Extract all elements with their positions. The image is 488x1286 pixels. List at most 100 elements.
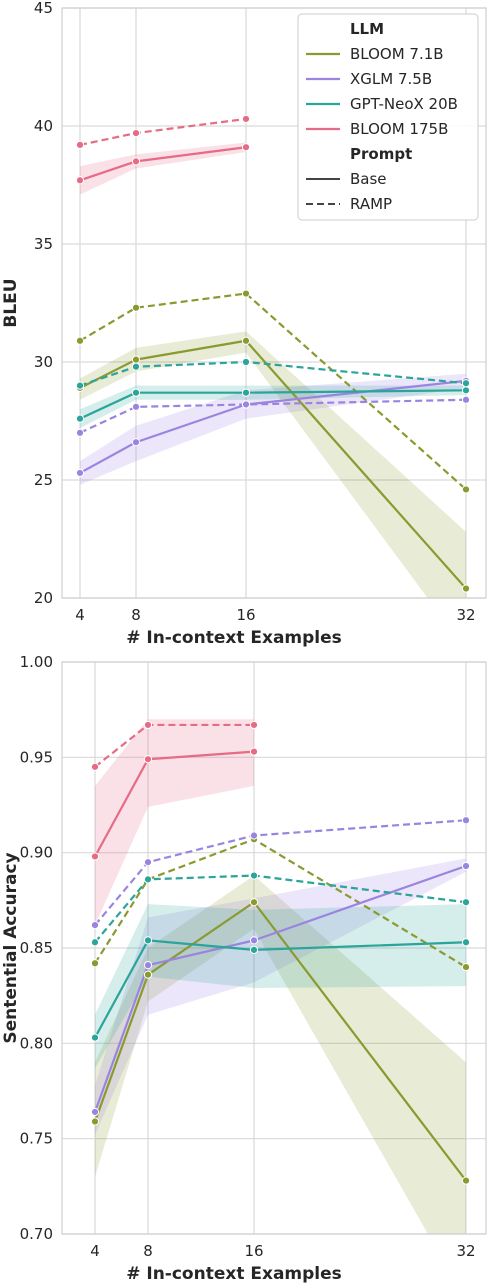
legend-label-gpt-neox-20b: GPT-NeoX 20B xyxy=(350,95,458,113)
data-point-bloom-175b-base xyxy=(90,852,100,861)
data-point-xglm-7-5b-base xyxy=(75,468,85,478)
data-point-bloom-7-1b-base xyxy=(461,584,471,593)
data-point-xglm-7-5b-base xyxy=(143,961,153,970)
legend-label-base: Base xyxy=(350,170,387,188)
data-point-gpt-neox-20b-ramp xyxy=(90,938,100,947)
data-point-gpt-neox-20b-base xyxy=(461,386,471,395)
y-tick-label: 20 xyxy=(34,589,53,607)
confidence-band-xglm-7-5b xyxy=(95,858,466,1135)
data-point-xglm-7-5b-base xyxy=(461,861,471,871)
confidence-band-bloom-7-1b xyxy=(80,331,466,598)
x-tick-label: 16 xyxy=(244,1242,263,1260)
data-point-gpt-neox-20b-ramp xyxy=(75,381,85,390)
y-axis-label: BLEU xyxy=(1,278,21,327)
data-point-xglm-7-5b-ramp xyxy=(143,858,153,867)
series-line-gpt-neox-20b-ramp xyxy=(94,874,467,943)
data-point-xglm-7-5b-ramp xyxy=(75,428,85,437)
data-point-bloom-175b-base xyxy=(75,176,85,185)
legend-title-prompt: Prompt xyxy=(350,145,412,163)
y-axis-label: Sentential Accuracy xyxy=(1,852,21,1043)
data-point-xglm-7-5b-ramp xyxy=(461,816,471,825)
series-line-gpt-neox-20b-ramp xyxy=(79,360,467,387)
x-axis-label: # In-context Examples xyxy=(126,628,342,648)
legend: LLM BLOOM 7.1B XGLM 7.5B GPT-NeoX 20B BLOOM … xyxy=(297,13,479,221)
plot-content xyxy=(75,114,471,598)
data-point-gpt-neox-20b-ramp xyxy=(241,357,251,367)
data-point-bloom-7-1b-ramp xyxy=(241,289,251,298)
y-tick-label: 35 xyxy=(34,235,53,253)
confidence-band-bloom-175b xyxy=(80,142,246,195)
data-point-gpt-neox-20b-ramp xyxy=(461,898,471,907)
data-point-gpt-neox-20b-base xyxy=(90,1033,100,1042)
data-point-gpt-neox-20b-base xyxy=(143,936,153,945)
data-point-bloom-175b-ramp xyxy=(249,720,259,730)
panel-1: 20 25 30 35 40 45 4 8 16 32 # In-context Examples B… xyxy=(1,0,487,648)
y-tick-label: 0.75 xyxy=(20,1130,53,1148)
series-line-gpt-neox-20b-base xyxy=(94,939,467,1039)
y-tick-label: 0.80 xyxy=(20,1034,53,1052)
y-tick-label: 0.85 xyxy=(20,939,53,957)
y-tick-label: 0.95 xyxy=(20,748,53,766)
data-point-xglm-7-5b-base xyxy=(90,1107,100,1117)
data-point-xglm-7-5b-ramp xyxy=(241,400,251,409)
data-point-xglm-7-5b-base xyxy=(131,438,141,447)
x-tick-label: 4 xyxy=(90,1242,100,1260)
legend-label-ramp: RAMP xyxy=(350,195,392,213)
data-point-xglm-7-5b-ramp xyxy=(461,395,471,404)
series-line-xglm-7-5b-ramp xyxy=(79,398,467,434)
data-point-gpt-neox-20b-base xyxy=(131,388,141,397)
x-tick-label: 32 xyxy=(456,1242,475,1260)
data-point-bloom-175b-base xyxy=(241,143,251,152)
x-axis-label: # In-context Examples xyxy=(126,1264,342,1284)
x-tick-label: 32 xyxy=(456,606,475,624)
data-point-bloom-7-1b-ramp xyxy=(461,485,471,494)
legend-label-bloom-7-1b: BLOOM 7.1B xyxy=(350,45,444,63)
legend-box xyxy=(297,13,479,221)
data-point-gpt-neox-20b-base xyxy=(249,945,259,955)
legend-label-xglm-7-5b: XGLM 7.5B xyxy=(350,70,432,88)
data-point-bloom-175b-ramp xyxy=(75,140,85,149)
y-tick-label: 25 xyxy=(34,471,53,489)
data-point-bloom-175b-base xyxy=(249,747,259,756)
data-point-bloom-175b-ramp xyxy=(90,762,100,771)
y-tick-label: 30 xyxy=(34,353,53,371)
y-tick-label: 40 xyxy=(34,117,53,135)
panel-2: 0.70 0.75 0.80 0.85 0.90 0.95 1.00 4 8 16 32 # In-c… xyxy=(1,653,487,1284)
series-line-gpt-neox-20b-base xyxy=(79,389,467,420)
plot-frame xyxy=(61,7,487,599)
data-point-bloom-7-1b-ramp xyxy=(131,303,141,312)
data-point-bloom-7-1b-base xyxy=(249,898,259,907)
x-tick-label: 16 xyxy=(236,606,255,624)
x-tick-label: 4 xyxy=(75,606,85,624)
data-point-gpt-neox-20b-ramp xyxy=(131,362,141,371)
series-line-xglm-7-5b-base xyxy=(93,864,467,1113)
data-point-xglm-7-5b-base xyxy=(249,936,259,945)
data-point-gpt-neox-20b-base xyxy=(75,414,85,423)
data-point-bloom-7-1b-base xyxy=(143,970,153,979)
data-point-bloom-7-1b-base xyxy=(461,1176,471,1185)
y-tick-label: 0.90 xyxy=(20,844,53,862)
series-line-xglm-7-5b-base xyxy=(79,379,467,474)
x-tick-label: 8 xyxy=(143,1242,153,1260)
plot-content xyxy=(90,719,471,1234)
data-point-bloom-7-1b-base xyxy=(241,336,251,345)
series-line-bloom-7-1b-base xyxy=(79,339,467,590)
y-tick-label: 0.70 xyxy=(20,1225,53,1243)
data-point-gpt-neox-20b-ramp xyxy=(143,875,153,884)
data-point-bloom-7-1b-ramp xyxy=(75,336,85,345)
data-point-bloom-7-1b-ramp xyxy=(90,959,100,968)
y-tick-label: 1.00 xyxy=(20,653,53,671)
data-point-gpt-neox-20b-ramp xyxy=(461,379,471,388)
legend-title-llm: LLM xyxy=(350,20,384,38)
confidence-band-gpt-neox-20b xyxy=(80,385,466,429)
data-point-bloom-7-1b-base xyxy=(90,1117,100,1126)
data-point-xglm-7-5b-ramp xyxy=(249,831,259,840)
data-point-gpt-neox-20b-base xyxy=(241,388,251,397)
legend-label-bloom-175b: BLOOM 175B xyxy=(350,120,448,138)
data-point-xglm-7-5b-ramp xyxy=(131,402,141,411)
confidence-band-bloom-175b xyxy=(95,719,254,926)
series-line-bloom-7-1b-base xyxy=(93,901,467,1182)
data-point-bloom-175b-ramp xyxy=(143,720,153,730)
plot-frame xyxy=(61,661,487,1235)
